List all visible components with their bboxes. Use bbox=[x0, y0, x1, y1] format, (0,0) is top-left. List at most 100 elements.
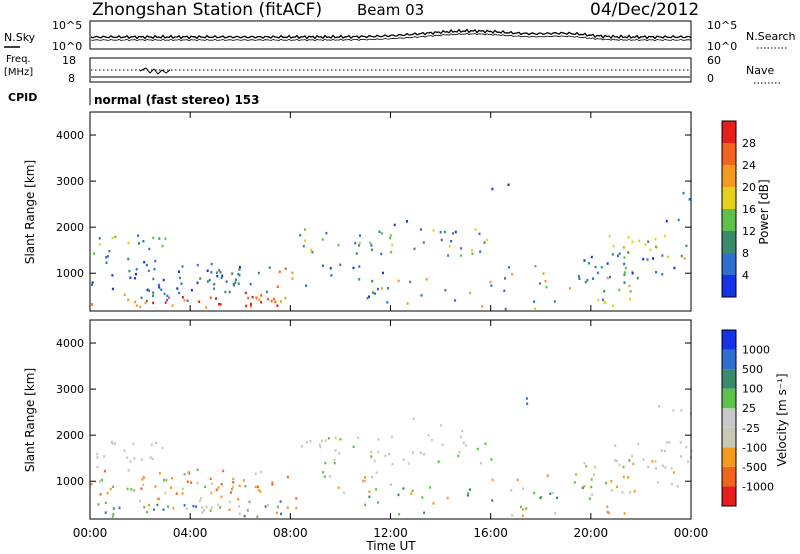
range-cell bbox=[452, 232, 454, 235]
range-cell bbox=[96, 456, 99, 459]
range-cell bbox=[358, 265, 361, 268]
range-cell bbox=[533, 300, 536, 303]
range-cell bbox=[647, 465, 650, 469]
range-cell bbox=[391, 243, 394, 247]
range-cell bbox=[406, 302, 409, 305]
range-cell bbox=[274, 300, 277, 304]
range-cell bbox=[210, 262, 213, 266]
range-cell bbox=[685, 445, 688, 449]
range-cell bbox=[667, 255, 670, 259]
range-cell bbox=[688, 198, 691, 201]
range-cell bbox=[526, 402, 529, 405]
range-cell bbox=[96, 452, 99, 456]
range-cell bbox=[114, 235, 117, 239]
range-cell bbox=[221, 274, 224, 278]
range-cell bbox=[228, 500, 231, 504]
range-cell bbox=[533, 491, 536, 495]
range-cell bbox=[224, 290, 227, 294]
range-cell bbox=[284, 267, 287, 270]
range-cell bbox=[111, 236, 114, 240]
range-cell bbox=[196, 481, 199, 485]
range-cell bbox=[682, 191, 685, 195]
range-cell bbox=[553, 300, 556, 303]
colorbar-segment bbox=[722, 427, 736, 448]
colorbar-tick-label: 20 bbox=[742, 181, 756, 194]
range-cell bbox=[129, 276, 132, 279]
range-cell bbox=[489, 280, 492, 284]
range-cell bbox=[413, 247, 416, 251]
range-cell bbox=[260, 294, 263, 297]
range-cell bbox=[295, 497, 298, 500]
colorbar-tick-label: -1000 bbox=[742, 480, 774, 493]
range-cell bbox=[325, 231, 328, 235]
range-cell bbox=[123, 449, 126, 452]
range-cell bbox=[271, 483, 274, 486]
range-cell bbox=[364, 503, 367, 507]
range-cell bbox=[440, 424, 443, 427]
range-cell bbox=[578, 277, 581, 280]
range-cell bbox=[421, 496, 424, 499]
range-cell bbox=[467, 492, 470, 495]
range-cell bbox=[618, 288, 621, 292]
range-cell bbox=[150, 443, 153, 446]
range-cell bbox=[673, 266, 676, 270]
noise-right-tick-top: 10^5 bbox=[707, 19, 737, 32]
range-cell bbox=[178, 291, 181, 295]
colorbar-segment bbox=[722, 187, 736, 209]
noise-sky-line bbox=[90, 28, 692, 40]
range-cell bbox=[461, 429, 464, 433]
range-cell bbox=[637, 442, 640, 445]
range-cell bbox=[127, 298, 130, 302]
range-cell bbox=[337, 486, 340, 489]
freq-right-tick-bottom: 0 bbox=[707, 72, 714, 85]
x-tick-label: 08:00 bbox=[273, 526, 308, 540]
range-cell bbox=[330, 274, 333, 277]
range-cell bbox=[205, 505, 208, 509]
range-cell bbox=[215, 488, 218, 492]
range-cell bbox=[665, 219, 668, 223]
range-cell bbox=[163, 292, 166, 296]
velocity-y-ticks: 4000 3000 2000 1000 bbox=[56, 337, 691, 488]
range-cell bbox=[534, 265, 537, 268]
range-cell bbox=[603, 289, 606, 293]
range-cell bbox=[154, 259, 157, 263]
range-cell bbox=[339, 438, 342, 441]
range-cell bbox=[135, 272, 137, 276]
range-cell bbox=[577, 275, 580, 278]
range-cell bbox=[538, 282, 541, 285]
range-cell bbox=[677, 218, 680, 222]
range-cell bbox=[239, 266, 241, 269]
range-cell bbox=[126, 487, 129, 491]
range-cell bbox=[210, 482, 213, 485]
cpid-label: CPID bbox=[8, 91, 37, 104]
range-cell bbox=[155, 441, 157, 445]
range-cell bbox=[213, 287, 215, 290]
range-cell bbox=[623, 271, 626, 274]
range-cell bbox=[154, 485, 157, 488]
range-cell bbox=[663, 234, 666, 238]
range-cell bbox=[196, 281, 199, 285]
noise-search-line bbox=[90, 32, 692, 42]
range-cell bbox=[338, 452, 341, 455]
velocity-panel-frame bbox=[89, 319, 692, 520]
range-cell bbox=[187, 471, 189, 474]
range-cell bbox=[276, 505, 279, 509]
range-cell bbox=[437, 460, 440, 463]
velocity-y-label: Slant Range [km] bbox=[23, 368, 37, 472]
range-cell bbox=[625, 266, 627, 270]
power-y-ticks: 4000 3000 2000 1000 bbox=[56, 129, 691, 280]
range-cell bbox=[388, 453, 391, 456]
range-cell bbox=[654, 245, 657, 248]
range-cell bbox=[103, 455, 106, 458]
range-cell bbox=[551, 491, 554, 495]
range-cell bbox=[614, 459, 617, 462]
range-cell bbox=[377, 438, 380, 441]
range-cell bbox=[469, 291, 472, 295]
range-cell bbox=[322, 264, 324, 267]
colorbar-segment bbox=[722, 408, 736, 428]
range-cell bbox=[237, 272, 240, 276]
range-cell bbox=[133, 489, 136, 492]
range-cell bbox=[248, 500, 251, 504]
range-cell bbox=[322, 471, 325, 474]
range-cell bbox=[370, 455, 373, 458]
